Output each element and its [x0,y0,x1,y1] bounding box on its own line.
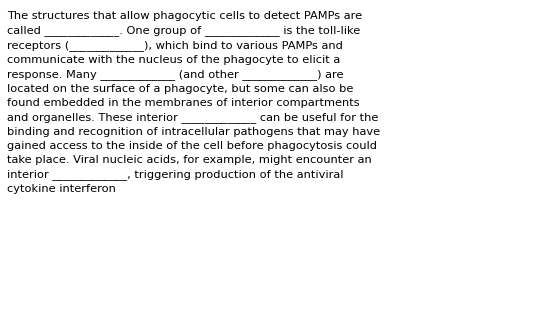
Text: The structures that allow phagocytic cells to detect PAMPs are
called __________: The structures that allow phagocytic cel… [7,11,380,193]
